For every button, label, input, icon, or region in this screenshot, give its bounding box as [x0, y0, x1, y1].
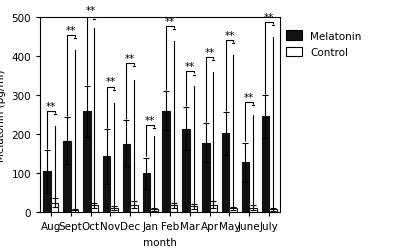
- Bar: [262, 117, 269, 212]
- Bar: [83, 112, 90, 212]
- Legend: Melatonin, Control: Melatonin, Control: [285, 30, 363, 59]
- Bar: [182, 130, 190, 212]
- Bar: [210, 205, 217, 212]
- Bar: [230, 208, 237, 212]
- Text: **: **: [224, 30, 234, 40]
- Bar: [162, 111, 170, 212]
- Bar: [43, 172, 51, 212]
- Bar: [242, 162, 249, 212]
- Bar: [51, 203, 58, 212]
- Text: **: **: [66, 26, 76, 36]
- Bar: [222, 134, 230, 212]
- Text: **: **: [204, 48, 215, 58]
- Text: **: **: [46, 102, 56, 112]
- Text: **: **: [185, 62, 195, 72]
- Bar: [202, 143, 210, 212]
- Text: **: **: [86, 6, 96, 16]
- Bar: [269, 210, 277, 212]
- Bar: [123, 144, 130, 212]
- Bar: [190, 207, 197, 212]
- Bar: [103, 157, 110, 212]
- Bar: [150, 210, 158, 212]
- Text: **: **: [244, 92, 254, 102]
- Bar: [71, 210, 78, 212]
- Bar: [63, 141, 71, 212]
- Bar: [90, 206, 98, 212]
- Bar: [170, 206, 178, 212]
- Text: **: **: [165, 16, 175, 26]
- Text: **: **: [264, 12, 274, 22]
- Bar: [110, 208, 118, 212]
- Bar: [142, 174, 150, 212]
- Text: **: **: [105, 77, 116, 87]
- Y-axis label: Melatonin (pg/ml): Melatonin (pg/ml): [0, 69, 6, 161]
- Text: **: **: [145, 115, 155, 125]
- Bar: [130, 205, 138, 212]
- Text: **: **: [125, 54, 135, 64]
- Bar: [249, 208, 257, 212]
- X-axis label: month: month: [143, 237, 177, 247]
